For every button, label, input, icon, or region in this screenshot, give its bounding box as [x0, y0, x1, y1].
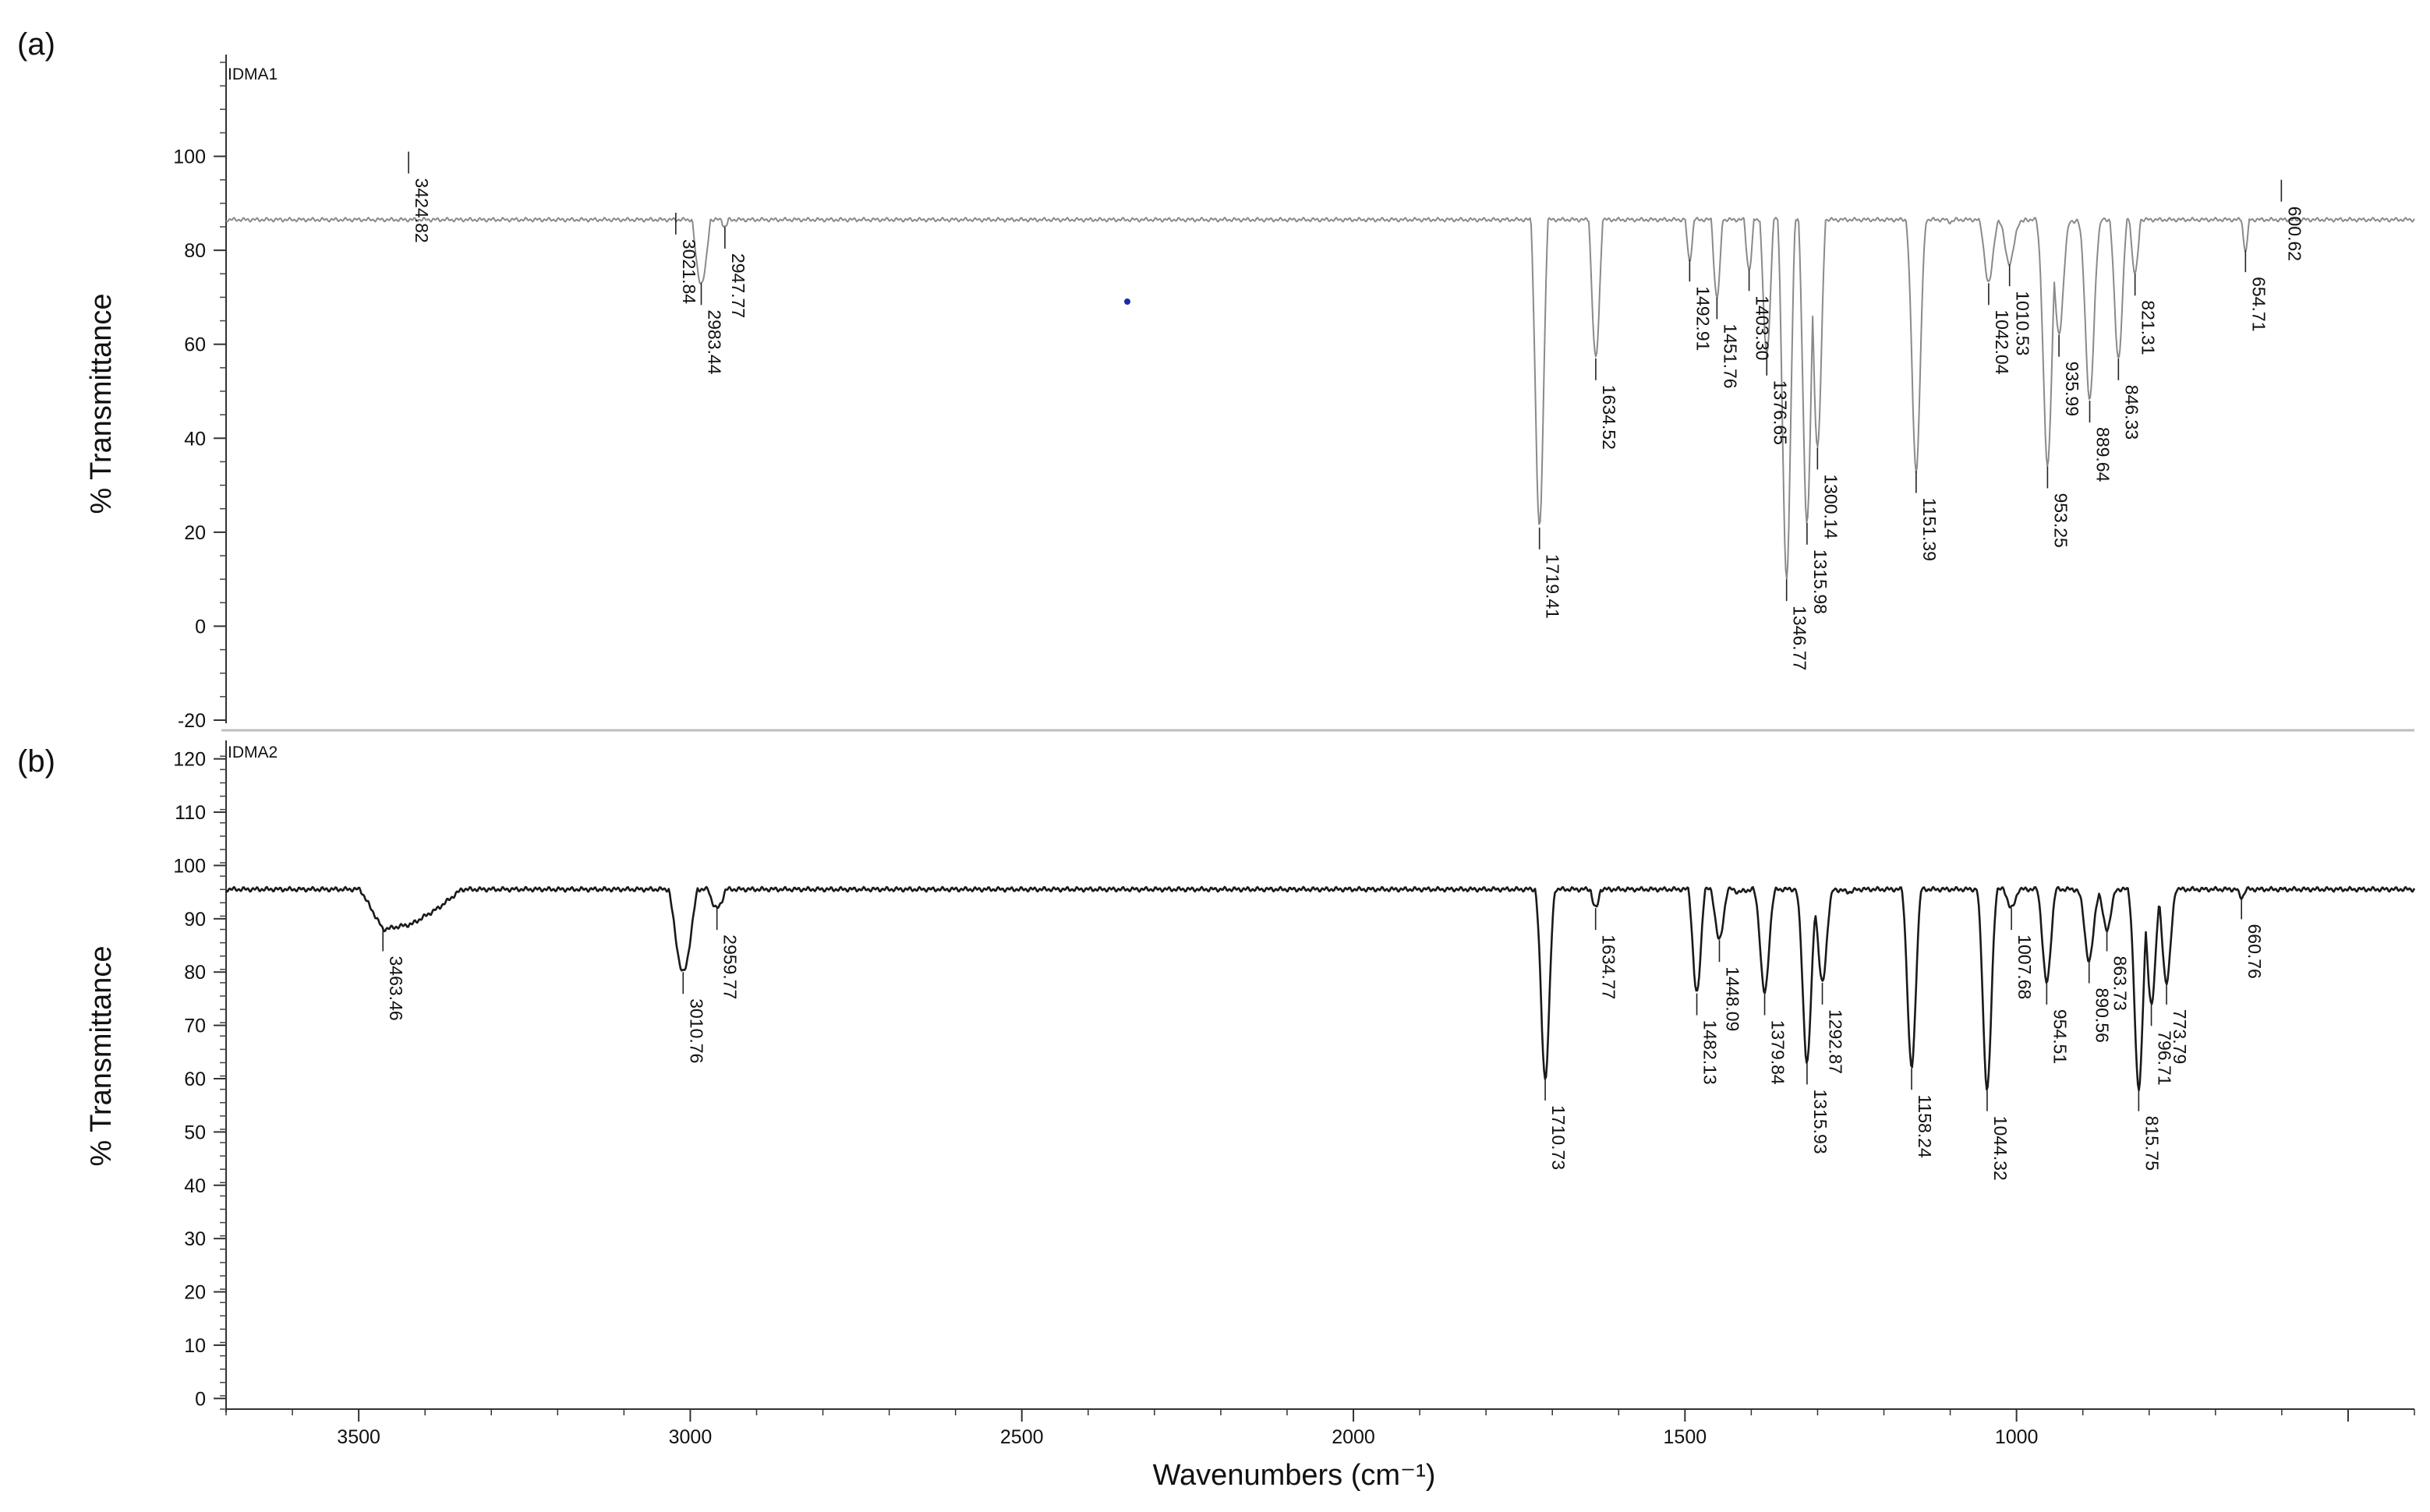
- panel-a-y-axis-title: % Transmittance: [85, 294, 118, 514]
- y-tick-label: 70: [184, 1016, 206, 1037]
- peak-label: 1292.87: [1826, 1009, 1846, 1074]
- peak-label: 2983.44: [705, 309, 725, 374]
- panel-b-peak-labels: 3463.46 3010.76 2959.77 1710.73 1634.77 1482.…: [382, 897, 2265, 1181]
- peak-label: 1300.14: [1820, 474, 1841, 539]
- y-tick-label: 0: [195, 1388, 206, 1410]
- peak-label: 1492.91: [1693, 286, 1713, 351]
- peak-label: 1044.32: [1990, 1116, 2011, 1181]
- spectrum-line: [225, 217, 2415, 580]
- panel-b-tick-labels: 0 10 20 30 40 50 60 70 80 90 100 110 120: [173, 749, 206, 1411]
- peak-label: 1403.30: [1753, 295, 1773, 360]
- peak-label: 3424.82: [412, 178, 432, 243]
- y-tick-label: 80: [184, 962, 206, 984]
- panel-a-series-name: IDMA1: [228, 65, 278, 83]
- y-tick-label: 20: [184, 1282, 206, 1304]
- panel-b-y-axis-title: % Transmittance: [85, 946, 118, 1167]
- peak-label: 821.31: [2138, 300, 2159, 355]
- x-axis-title: Wavenumbers (cm⁻¹): [1153, 1459, 1436, 1492]
- peak-label: 3021.84: [679, 239, 699, 304]
- peak-label: 1315.93: [1810, 1089, 1830, 1153]
- peak-label: 953.25: [2050, 493, 2071, 547]
- peak-label: 660.76: [2244, 924, 2265, 978]
- y-tick-label: 20: [184, 522, 206, 544]
- peak-label: 1482.13: [1700, 1020, 1721, 1085]
- panel-b: (b) IDMA2 % Transmittance 0 10 20 30 40 50 60 7…: [17, 740, 2416, 1492]
- panel-b-axes: [214, 740, 2415, 1422]
- peak-label: 1315.98: [1810, 549, 1830, 614]
- peak-label: 3010.76: [686, 998, 706, 1063]
- y-tick-label: 10: [184, 1335, 206, 1357]
- peak-label: 1010.53: [2013, 291, 2033, 355]
- spectrum-line: [225, 885, 2416, 1092]
- peak-label: 773.79: [2170, 1009, 2190, 1064]
- peak-label: 863.73: [2110, 956, 2131, 1011]
- panel-b-series-name: IDMA2: [228, 744, 278, 761]
- peak-label: 1379.84: [1768, 1020, 1788, 1085]
- panel-a-label: (a): [17, 27, 55, 62]
- panel-a: (a) IDMA1 % Transmittance -20 0 20 40 60 80 10…: [17, 27, 2415, 732]
- x-tick-label: 2000: [1332, 1426, 1375, 1448]
- peak-label: 1448.09: [1722, 966, 1742, 1031]
- y-tick-label: 40: [184, 428, 206, 450]
- peak-label: 1451.76: [1720, 323, 1740, 388]
- panel-a-spectrum: [225, 217, 2415, 580]
- peak-label: 1151.39: [1919, 497, 1940, 560]
- peak-label: 1634.52: [1599, 385, 1619, 450]
- y-tick-label: -20: [178, 710, 206, 732]
- peak-label: 1042.04: [1992, 309, 2012, 374]
- y-tick-label: 80: [184, 240, 206, 262]
- stray-point-marker: [1124, 299, 1130, 305]
- panel-b-spectrum: [225, 885, 2416, 1092]
- peak-label: 935.99: [2062, 362, 2082, 416]
- x-tick-label: 3500: [337, 1426, 380, 1448]
- peak-label: 1634.77: [1599, 934, 1619, 999]
- peak-label: 1007.68: [2014, 934, 2035, 999]
- peak-label: 654.71: [2248, 277, 2269, 331]
- x-tick-label: 1500: [1664, 1426, 1707, 1448]
- peak-label: 954.51: [2050, 1009, 2070, 1064]
- peak-label: 2947.77: [728, 253, 748, 318]
- y-tick-label: 100: [173, 147, 206, 168]
- y-tick-label: 100: [173, 855, 206, 877]
- y-tick-label: 40: [184, 1175, 206, 1197]
- y-tick-label: 60: [184, 334, 206, 356]
- peak-label: 1376.65: [1770, 380, 1790, 445]
- peak-label: 1158.24: [1915, 1094, 1935, 1158]
- x-tick-label: 1000: [1995, 1426, 2039, 1448]
- panel-a-axes: [214, 55, 227, 723]
- peak-label: 2959.77: [720, 934, 741, 999]
- x-tick-label: 3000: [669, 1426, 713, 1448]
- peak-label: 846.33: [2121, 385, 2142, 440]
- x-tick-label: 2500: [1000, 1426, 1044, 1448]
- peak-label: 890.56: [2092, 988, 2113, 1043]
- y-tick-label: 110: [175, 802, 206, 824]
- y-tick-label: 120: [173, 749, 206, 771]
- peak-label: 1710.73: [1548, 1105, 1569, 1170]
- y-tick-label: 30: [184, 1228, 206, 1250]
- peak-label: 3463.46: [386, 956, 406, 1021]
- peak-label: 600.62: [2284, 207, 2304, 261]
- y-tick-label: 90: [184, 909, 206, 931]
- peak-label: 815.75: [2142, 1116, 2162, 1171]
- panel-b-label: (b): [17, 744, 55, 779]
- peak-label: 889.64: [2093, 427, 2113, 482]
- x-axis-tick-labels: 3500 3000 2500 2000 1500 1000: [337, 1426, 2038, 1448]
- panel-a-tick-labels: -20 0 20 40 60 80 100: [173, 147, 206, 732]
- peak-label: 796.71: [2155, 1030, 2175, 1085]
- y-tick-label: 60: [184, 1069, 206, 1090]
- y-tick-label: 50: [184, 1122, 206, 1143]
- y-tick-label: 0: [195, 616, 206, 638]
- peak-label: 1719.41: [1543, 554, 1563, 619]
- peak-label: 1346.77: [1790, 606, 1810, 670]
